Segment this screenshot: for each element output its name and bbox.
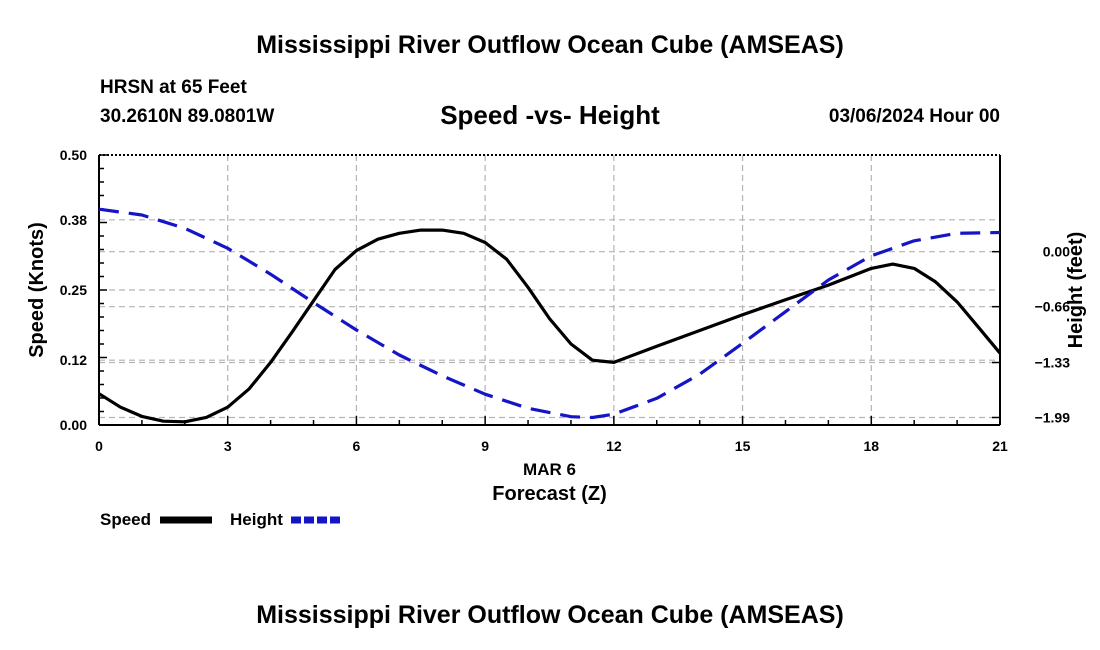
- y-right-tick-label: −1.99: [1035, 410, 1071, 426]
- y-left-tick-label: 0.38: [60, 212, 87, 228]
- x-tick-label: 6: [353, 438, 361, 454]
- y-right-tick-label: −0.66: [1035, 299, 1071, 315]
- x-tick-label: 21: [992, 438, 1008, 454]
- y-right-tick-label: −1.33: [1035, 355, 1071, 371]
- speed-series-line: [98, 228, 1002, 424]
- y-left-tick-label: 0.25: [60, 282, 87, 298]
- footer-title: Mississippi River Outflow Ocean Cube (AM…: [256, 601, 844, 629]
- y-left-axis-label: Speed (Knots): [26, 222, 48, 358]
- station-label: HRSN at 65 Feet: [100, 77, 247, 98]
- x-tick-label: 15: [735, 438, 751, 454]
- height-series-line: [98, 207, 1001, 420]
- y-left-tick-label: 0.12: [60, 352, 87, 368]
- legend-height-label: Height: [230, 510, 283, 529]
- x-tick-label: 0: [95, 438, 103, 454]
- x-tick-label: 3: [224, 438, 232, 454]
- x-tick-label: 18: [863, 438, 879, 454]
- datetime-label: 03/06/2024 Hour 00: [828, 106, 1000, 127]
- x-date-label: MAR 6: [523, 460, 576, 479]
- y-left-tick-label: 0.50: [60, 147, 87, 163]
- y-right-axis-label: Height (feet): [1065, 232, 1087, 349]
- x-tick-label: 12: [606, 438, 622, 454]
- y-right-tick-label: 0.00: [1043, 244, 1070, 260]
- location-label: 30.2610N 89.0801W: [100, 106, 275, 127]
- legend-speed-label: Speed: [100, 510, 151, 529]
- chart-title: Speed -vs- Height: [440, 100, 660, 130]
- page-title: Mississippi River Outflow Ocean Cube (AM…: [256, 31, 844, 59]
- x-tick-label: 9: [481, 438, 489, 454]
- y-left-tick-label: 0.00: [60, 417, 87, 433]
- x-axis-label: Forecast (Z): [492, 483, 606, 505]
